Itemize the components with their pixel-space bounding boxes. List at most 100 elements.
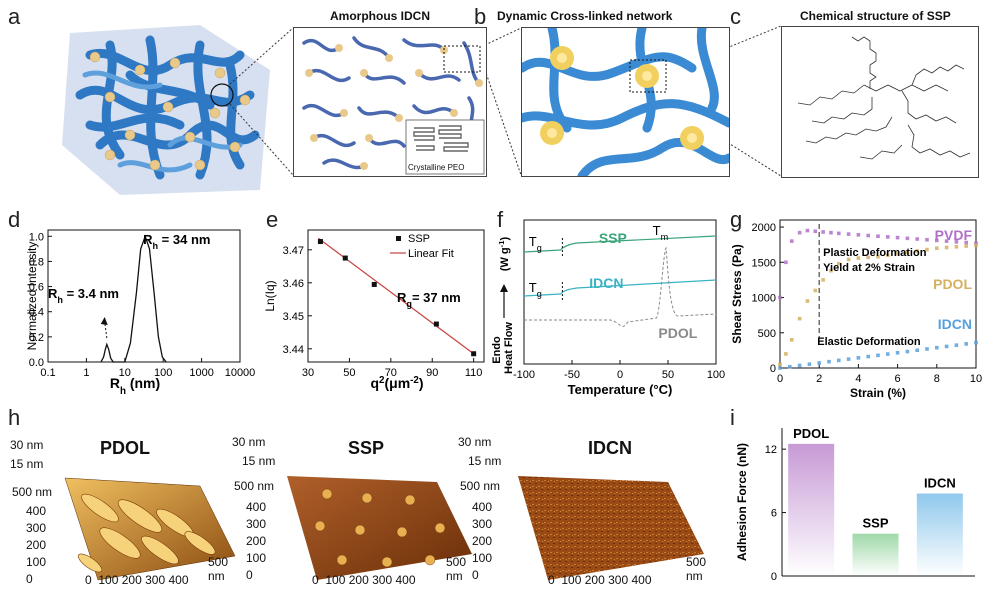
y-axis-endo: Endo	[491, 336, 503, 364]
bar-label-idcn: IDCN	[924, 476, 956, 491]
afm-y-ticks: 400 300 200 100 0	[26, 503, 46, 588]
afm-y-label: 500 nm	[234, 479, 275, 493]
data-point-pvdf	[821, 230, 825, 234]
data-point-pdol	[837, 261, 841, 266]
x-tick-label: 10000	[225, 367, 256, 379]
series-ssp	[523, 235, 717, 253]
y-tick-label: 0.6	[29, 282, 44, 294]
x-tick-label: 6	[895, 373, 901, 385]
crystalline-peo-label: Crystalline PEO	[408, 163, 465, 172]
x-tick-label: 30	[302, 367, 314, 379]
label-pvdf: PVDF	[935, 227, 973, 243]
x-tick-label: -100	[513, 369, 535, 381]
afm-y-tick: 100	[472, 551, 493, 565]
data-point-pvdf	[876, 234, 880, 239]
x-axis-label: q2(μm-2)	[370, 375, 423, 392]
data-point-idcn	[925, 347, 929, 351]
afm-image-pdol: PDOL 30 nm 15 nm 500 nm 400 300 200 100 …	[0, 430, 236, 598]
afm-x-tick: 400	[395, 573, 416, 587]
x-tick-label: 4	[855, 373, 861, 385]
y-tick-label: 1000	[752, 293, 776, 305]
panel-h-letter: h	[8, 405, 21, 430]
afm-y-ticks: 400 300 200 100 0	[246, 499, 266, 584]
data-point-pvdf	[866, 233, 870, 238]
afm-x-tick: 300	[608, 573, 629, 587]
y-axis-label: Shear Stress (Pa)	[730, 244, 744, 343]
data-point-idcn	[846, 357, 851, 361]
x-tick-label: 50	[662, 369, 674, 381]
data-point-pdol	[784, 352, 788, 356]
x-tick-label: 1000	[189, 367, 213, 379]
y-tick-label: 0.4	[29, 307, 44, 319]
bar-pdol	[788, 443, 835, 576]
data-point	[317, 239, 323, 245]
afm-y-tick: 0	[472, 568, 479, 582]
data-point-pdol	[797, 316, 802, 321]
x-tick-label: 100	[707, 369, 725, 381]
afm-x-tick: 0	[312, 573, 319, 587]
data-point-idcn	[827, 359, 831, 364]
crosslink-nodes-b	[540, 46, 704, 150]
afm-y-tick: 400	[472, 500, 493, 514]
afm-y-tick: 0	[246, 568, 253, 582]
afm-y-tick: 200	[26, 538, 47, 552]
series-pdol	[524, 246, 717, 327]
data-point-pdol	[886, 253, 890, 258]
data-point-idcn	[886, 352, 890, 356]
data-point-idcn	[807, 362, 812, 366]
data-point-idcn	[895, 350, 900, 355]
afm-y-label: 500 nm	[12, 485, 53, 499]
annotation-tg-ssp: Tg	[529, 234, 542, 253]
data-point-pdol	[778, 362, 782, 367]
y-tick-label: 0.8	[29, 256, 44, 268]
afm-x-tick: 0	[548, 573, 555, 587]
x-tick-label: 0	[777, 373, 783, 385]
data-point-idcn	[778, 366, 782, 370]
plot-frame	[307, 229, 485, 363]
series-line	[100, 234, 167, 363]
data-point-pdol	[925, 247, 929, 252]
label-idcn: IDCN	[938, 316, 972, 332]
afm-x-tick: 300	[145, 573, 166, 587]
panel-a-inset-title: Amorphous IDCN	[330, 9, 430, 23]
x-tick-label: 10	[970, 373, 982, 385]
y-tick-label: 0.0	[29, 357, 44, 369]
panel-g-letter: g	[730, 207, 743, 232]
zoom-box-b	[629, 59, 667, 93]
afm-x-tick-end: 500	[686, 555, 707, 569]
x-tick-label: 50	[343, 367, 355, 379]
panel-b-network	[517, 23, 734, 181]
afm-y-tick: 0	[26, 572, 33, 586]
data-point-pvdf	[837, 231, 841, 236]
data-point-pdol	[805, 299, 810, 303]
zoom-box	[443, 45, 481, 73]
y-tick-label: 0	[770, 363, 776, 375]
data-point-pdol	[944, 245, 949, 250]
chart-d-dls: 0.1 1 10 100 1000 10000 0.0 0.2 0.4 0.6 0.8 1.0 Rh (…	[25, 229, 256, 397]
afm-x-tick: 100	[325, 573, 346, 587]
plot-frame	[47, 229, 241, 363]
afm-y-tick: 200	[472, 534, 493, 548]
x-axis-label: Strain (%)	[850, 386, 906, 400]
data-point-pdol	[895, 252, 900, 256]
data-point-pvdf	[925, 237, 929, 242]
data-point-pdol	[813, 288, 818, 293]
x-tick-label: 10	[119, 367, 131, 379]
data-point-pvdf	[974, 241, 978, 246]
afm-x-tick-end: 500	[208, 555, 229, 569]
data-point-pdol	[866, 255, 870, 260]
dynamic-network-drawing	[517, 23, 734, 181]
legend-label-fit: Linear Fit	[408, 248, 454, 260]
x-tick-label: 0.1	[40, 367, 55, 379]
bar-label-pdol: PDOL	[793, 426, 829, 441]
data-point-idcn	[954, 343, 959, 347]
y-tick-label: 0	[771, 571, 777, 583]
data-point-pvdf	[805, 228, 810, 233]
panel-a-letter: a	[8, 4, 21, 29]
y-tick-label: 12	[765, 444, 777, 456]
data-point-pdol	[856, 256, 861, 260]
data-point-pdol	[829, 268, 833, 273]
annotation-rh-3-4: Rh = 3.4 nm	[48, 286, 119, 305]
data-point-pdol	[964, 244, 968, 248]
panel-i-letter: i	[730, 405, 735, 430]
